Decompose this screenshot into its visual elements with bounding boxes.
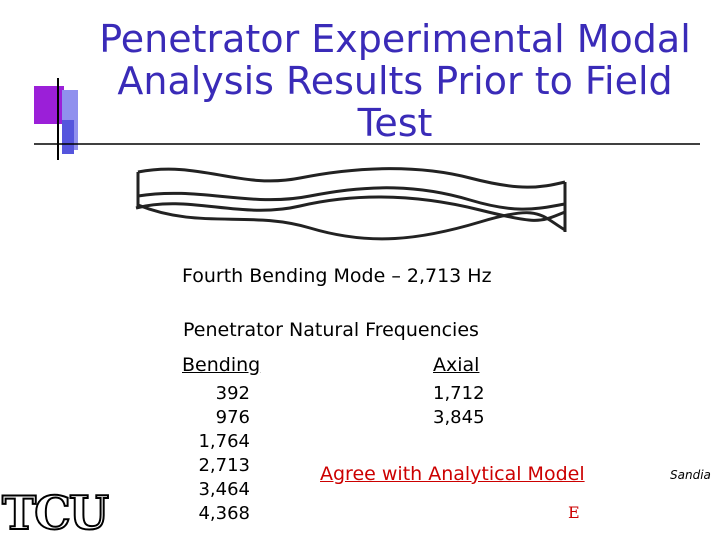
table-cell: 2,713 (198, 455, 250, 476)
table-cell: 1,712 (433, 383, 485, 404)
figure-caption: Fourth Bending Mode – 2,713 Hz (182, 265, 492, 287)
table-heading: Penetrator Natural Frequencies (183, 319, 479, 341)
table-cell: 392 (215, 383, 250, 404)
footer-mark: E (568, 503, 580, 522)
title-line: Penetrator Experimental Modal (99, 17, 691, 61)
title-line: Analysis Results Prior to Field (117, 59, 673, 103)
logo: TCU (1, 485, 110, 540)
title-line: Test (357, 101, 433, 145)
column-header: Axial (433, 354, 480, 376)
mode-shape (135, 167, 567, 241)
table-cell: 3,464 (198, 479, 250, 500)
accent-square (62, 120, 74, 154)
table-cell: 1,764 (198, 431, 250, 452)
table-cell: 976 (215, 407, 250, 428)
source: Sandia (670, 468, 711, 482)
note: Agree with Analytical Model (320, 463, 585, 485)
column-header: Bending (182, 354, 261, 376)
table-cell: 4,368 (198, 503, 250, 524)
table-cell: 3,845 (433, 407, 485, 428)
